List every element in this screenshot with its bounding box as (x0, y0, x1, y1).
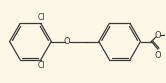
Text: Cl: Cl (38, 13, 45, 22)
Text: O: O (64, 37, 70, 46)
Text: Cl: Cl (38, 61, 45, 70)
Text: O: O (155, 51, 162, 60)
Text: O: O (154, 31, 161, 40)
